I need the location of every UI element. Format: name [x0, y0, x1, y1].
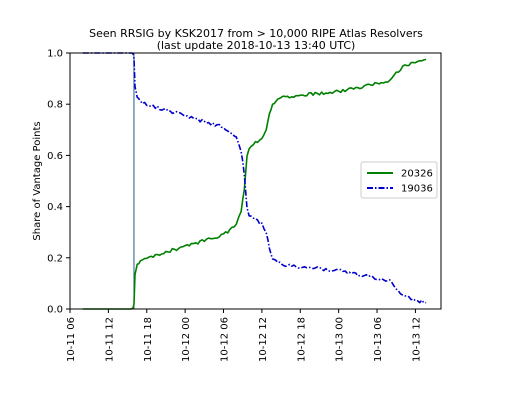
legend-label-19036: 19036 [401, 184, 433, 195]
x-tick-label: 10-12 06 [220, 317, 231, 362]
x-tick-label: 10-12 00 [181, 317, 192, 362]
chart-subtitle: (last update 2018-10-13 13:40 UTC) [157, 39, 356, 52]
y-tick-label: 1.0 [47, 49, 63, 60]
x-tick-label: 10-11 06 [66, 317, 77, 362]
legend-label-20326: 20326 [401, 169, 433, 180]
series-line-19036 [82, 52, 427, 304]
axes-frame [69, 52, 442, 310]
x-tick-label: 10-11 18 [143, 317, 154, 362]
y-axis-label: Share of Vantage Points [32, 121, 43, 240]
x-tick-label: 10-12 12 [258, 317, 269, 362]
series-line-20326 [82, 58, 427, 310]
plot-area [82, 52, 427, 310]
legend: 20326 19036 [360, 161, 438, 199]
y-tick-label: 0.2 [47, 253, 63, 264]
axes: 0.0 0.2 0.4 0.6 0.8 1.0 10-11 06 10-11 12 10-11 … [47, 49, 442, 362]
x-tick-label: 10-11 12 [104, 317, 115, 362]
chart-title: Seen RRSIG by KSK2017 from > 10,000 RIPE… [89, 27, 423, 40]
x-tick-label: 10-13 00 [335, 317, 346, 362]
x-tick-label: 10-13 06 [373, 317, 384, 362]
y-tick-label: 0.0 [47, 305, 63, 316]
y-tick-label: 0.8 [47, 100, 63, 111]
x-tick-label: 10-12 18 [296, 317, 307, 362]
x-tick-label: 10-13 12 [411, 317, 422, 362]
y-tick-label: 0.4 [47, 202, 63, 213]
y-tick-label: 0.6 [47, 151, 63, 162]
